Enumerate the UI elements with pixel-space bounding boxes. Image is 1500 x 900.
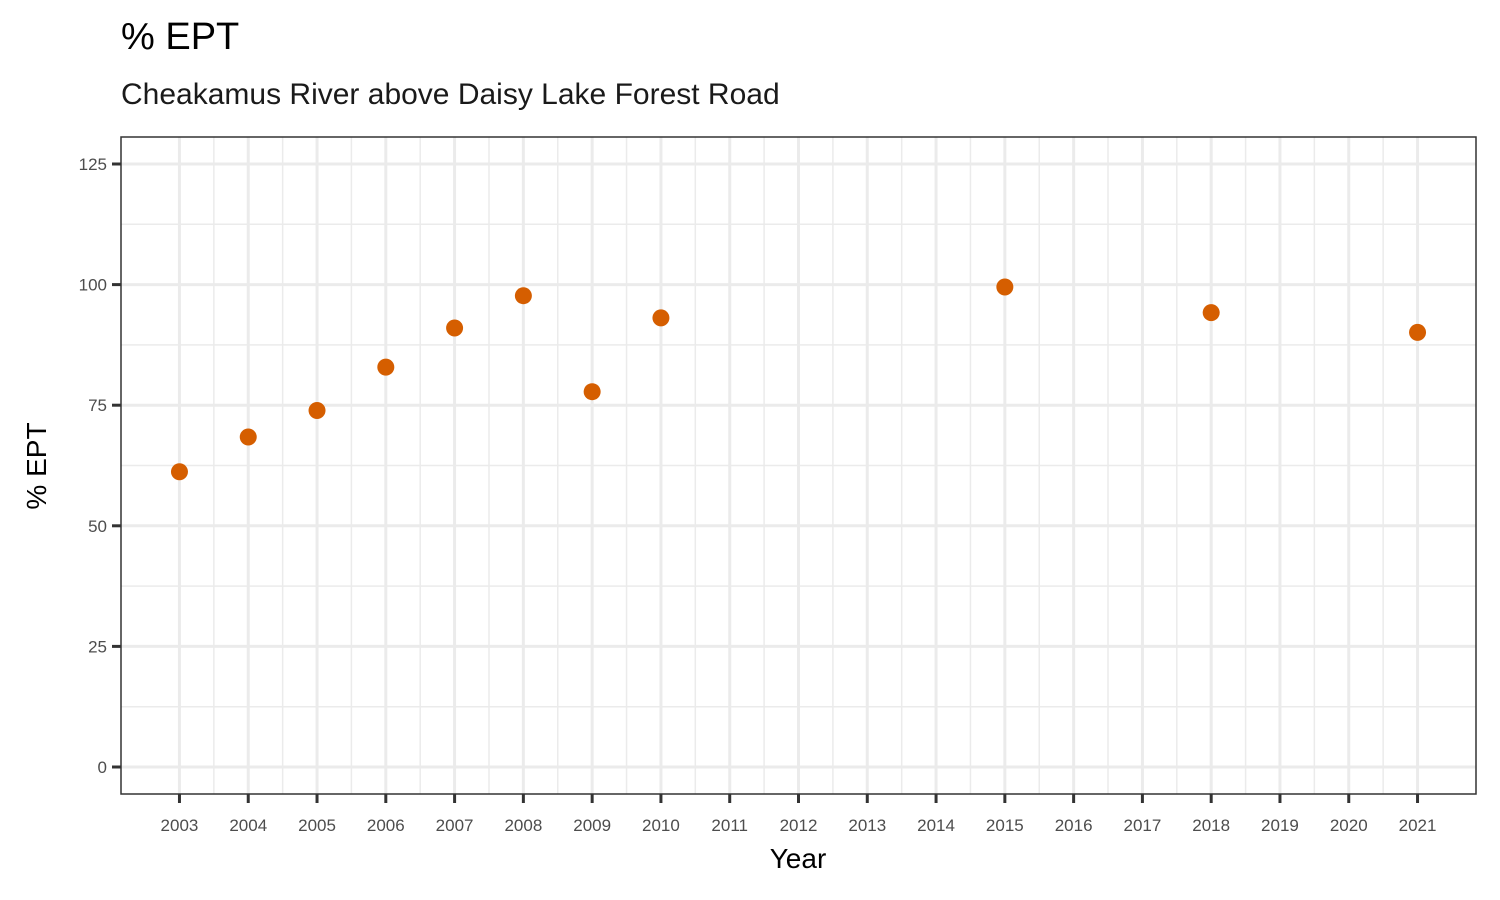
x-tick-label: 2003 bbox=[161, 816, 199, 835]
x-tick-label: 2011 bbox=[711, 816, 748, 835]
data-point bbox=[1409, 323, 1427, 341]
x-axis: 2003 2004 2005 2006 2007 2008 2009 2010 2011 2012… bbox=[161, 794, 1437, 835]
data-point bbox=[514, 287, 532, 305]
x-tick-label: 2006 bbox=[367, 816, 405, 835]
data-points bbox=[170, 278, 1427, 481]
y-tick-label: 75 bbox=[88, 396, 107, 415]
data-point bbox=[239, 428, 257, 446]
x-tick-label: 2014 bbox=[917, 816, 955, 835]
y-axis-title: % EPT bbox=[21, 422, 52, 509]
x-tick-label: 2019 bbox=[1261, 816, 1299, 835]
data-point bbox=[446, 319, 464, 337]
data-point bbox=[583, 383, 601, 401]
x-tick-label: 2020 bbox=[1330, 816, 1368, 835]
x-tick-label: 2016 bbox=[1055, 816, 1093, 835]
data-point bbox=[652, 309, 670, 327]
y-axis: 0 25 50 75 100 125 bbox=[79, 155, 121, 777]
x-tick-label: 2017 bbox=[1123, 816, 1161, 835]
chart-title: % EPT bbox=[121, 16, 240, 58]
grid bbox=[121, 137, 1476, 794]
data-point bbox=[996, 278, 1014, 296]
x-tick-label: 2021 bbox=[1399, 816, 1437, 835]
y-tick-label: 0 bbox=[98, 758, 107, 777]
data-point bbox=[170, 463, 188, 481]
x-tick-label: 2007 bbox=[436, 816, 474, 835]
data-point bbox=[377, 358, 395, 376]
y-tick-label: 25 bbox=[88, 637, 107, 656]
x-tick-label: 2018 bbox=[1192, 816, 1230, 835]
x-tick-label: 2008 bbox=[504, 816, 542, 835]
x-tick-label: 2009 bbox=[573, 816, 611, 835]
x-tick-label: 2012 bbox=[780, 816, 818, 835]
chart-subtitle: Cheakamus River above Daisy Lake Forest … bbox=[121, 78, 780, 111]
x-tick-label: 2015 bbox=[986, 816, 1024, 835]
x-axis-title: Year bbox=[770, 843, 827, 874]
x-tick-label: 2010 bbox=[642, 816, 680, 835]
y-tick-label: 50 bbox=[88, 517, 107, 536]
data-point bbox=[308, 402, 326, 420]
data-point bbox=[1202, 304, 1220, 322]
x-tick-label: 2005 bbox=[298, 816, 336, 835]
x-tick-label: 2004 bbox=[229, 816, 267, 835]
y-tick-label: 100 bbox=[79, 276, 107, 295]
y-tick-label: 125 bbox=[79, 155, 107, 174]
x-tick-label: 2013 bbox=[848, 816, 886, 835]
